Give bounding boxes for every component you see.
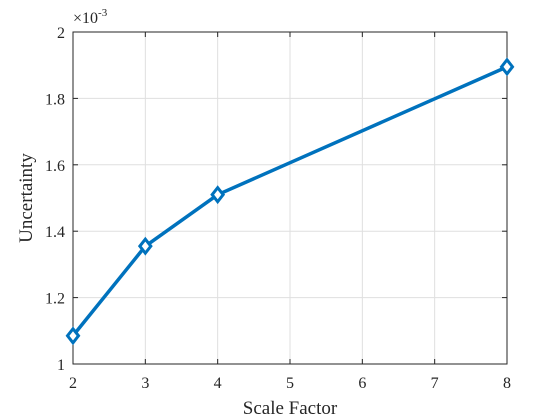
x-tick-label: 8 [503,375,511,392]
y-axis-exponent-base: ×10 [73,10,98,27]
x-tick-labels: 2 3 4 5 6 7 8 [69,375,511,392]
y-axis-exponent-label: ×10-3 [73,7,108,27]
y-tick-label: 1 [57,357,65,374]
x-tick-label: 3 [141,375,149,392]
y-tick-label: 1.4 [45,224,65,241]
y-tick-label: 1.2 [45,291,65,308]
diamond-marker [499,57,515,77]
y-tick-labels: 1 1.2 1.4 1.6 1.8 2 [45,25,65,374]
diamond-marker [137,236,153,256]
diamond-marker [210,185,226,205]
x-axis-title: Scale Factor [243,398,338,419]
diamond-marker [65,326,81,346]
x-tick-label: 6 [358,375,366,392]
grid-lines [72,31,508,365]
x-tick-label: 5 [286,375,294,392]
y-tick-label: 1.6 [45,158,65,175]
axis-ticks [72,31,508,365]
y-axis-exponent-power: -3 [98,7,108,19]
y-axis-title: Uncertainty [16,153,37,243]
x-tick-label: 2 [69,375,77,392]
y-tick-label: 1.8 [45,91,65,108]
series-line [71,65,508,337]
x-tick-label: 7 [431,375,439,392]
x-tick-label: 4 [214,375,222,392]
y-tick-label: 2 [57,25,65,42]
series-group [65,57,515,346]
